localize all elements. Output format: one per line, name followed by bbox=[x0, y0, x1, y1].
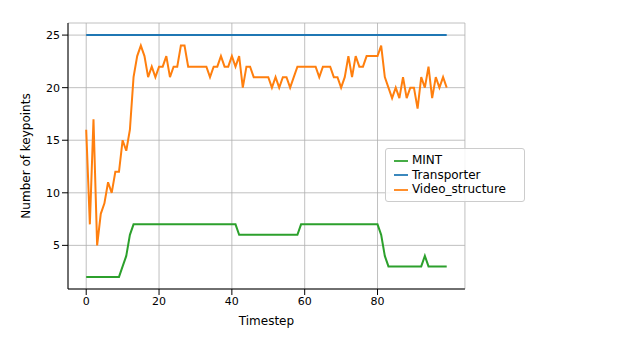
html-text:Transporter: Transporter bbox=[411, 167, 481, 182]
svg-text:80: 80 bbox=[371, 295, 385, 308]
svg-text:25: 25 bbox=[46, 29, 60, 42]
svg-text:20: 20 bbox=[152, 295, 166, 308]
svg-text:60: 60 bbox=[298, 295, 312, 308]
html-text:MINT: MINT bbox=[411, 153, 443, 167]
svg-text:0: 0 bbox=[83, 295, 90, 308]
svg-text:40: 40 bbox=[225, 295, 239, 308]
svg-text:5: 5 bbox=[53, 239, 60, 252]
svg-text:20: 20 bbox=[46, 82, 60, 95]
svg-text:10: 10 bbox=[46, 187, 60, 200]
svg-text:15: 15 bbox=[46, 134, 60, 147]
svg-text:Timestep: Timestep bbox=[238, 314, 294, 328]
svg-text:Number of keypoints: Number of keypoints bbox=[19, 93, 33, 218]
html-text:Video_structure: Video_structure bbox=[411, 182, 506, 196]
